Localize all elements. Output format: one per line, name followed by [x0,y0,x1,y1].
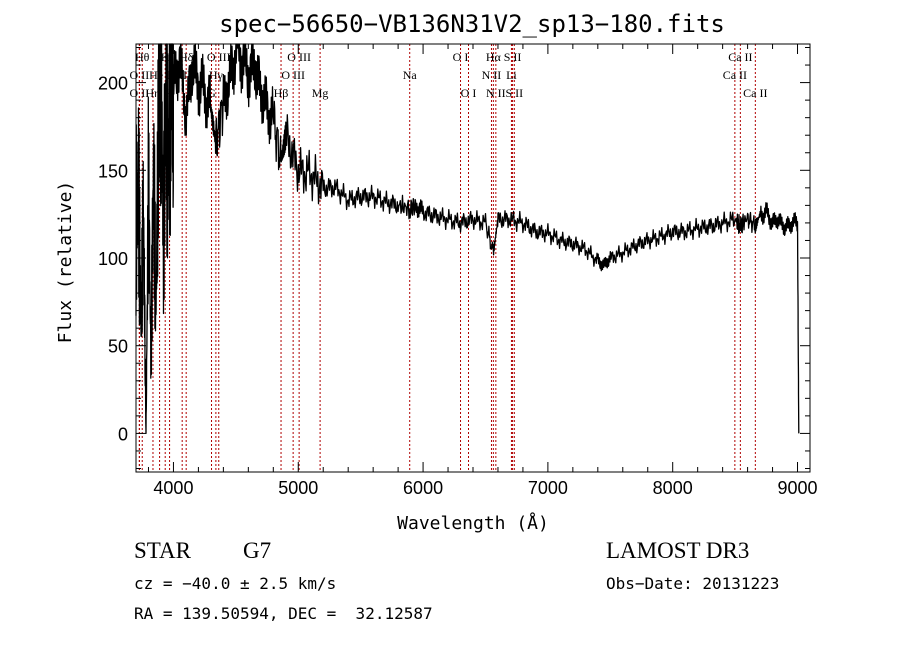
spectral-line-label: Hθ [135,50,150,64]
spectral-line-label: O III [287,50,311,64]
spectral-line-label: Hβ [274,86,289,100]
x-tick-label: 9000 [777,478,817,498]
spectral-line-label: Hα [486,50,502,64]
spectrum-line [135,43,800,435]
spectral-line-label: O I [461,86,477,100]
spectral-line-label: O I [453,50,469,64]
spectral-line-label: N II [486,86,506,100]
spectral-line-label: S II [505,86,523,100]
x-tick-label: 8000 [653,478,693,498]
spectral-line-label: Mg [312,86,329,100]
spectral-line-label: N II [482,68,502,82]
y-tick-label: 50 [108,337,128,357]
spectral-line-label: O II [130,68,150,82]
spectral-line-label: O II [130,86,150,100]
y-tick-label: 200 [98,74,128,94]
spectral-line-label: S II [504,50,522,64]
spectral-line-label: Ca II [728,50,752,64]
chart-title: spec−56650−VB136N31V2_sp13−180.fits [219,10,725,38]
object-class: STAR [134,538,191,563]
y-tick-label: 0 [118,424,128,444]
x-tick-label: 4000 [153,478,193,498]
spectral-subclass: G7 [243,538,272,563]
spectral-line-label: Ca II [723,68,747,82]
y-axis-label: Flux (relative) [55,181,76,344]
x-tick-label: 7000 [528,478,568,498]
coordinates: RA = 139.50594, DEC = 32.12587 [134,604,433,623]
spectral-line-label: G [207,86,216,100]
x-tick-label: 6000 [403,478,443,498]
spectral-line-label: O III [207,50,231,64]
spectral-line-markers [138,44,756,472]
observation-date: Obs−Date: 20131223 [606,574,780,593]
spectral-line-label: O III [281,68,305,82]
x-axis-label: Wavelength (Å) [397,512,549,534]
x-tick-label: 5000 [278,478,318,498]
survey-release: LAMOST DR3 [606,538,750,563]
spectral-line-label: Na [403,68,418,82]
spectral-line-label: Li [506,68,517,82]
spectral-line-label: Hγ [209,68,224,82]
plot-frame [135,43,811,473]
spectral-line-label: Hη [145,86,160,100]
spectral-line-label: Ca II [743,86,767,100]
axis-ticks: 4000 5000 6000 7000 8000 9000 0 50 100 150 200 [98,44,818,498]
y-tick-label: 100 [98,249,128,269]
redshift-info: cz = −40.0 ± 2.5 km/s [134,574,337,593]
y-tick-label: 150 [98,161,128,181]
